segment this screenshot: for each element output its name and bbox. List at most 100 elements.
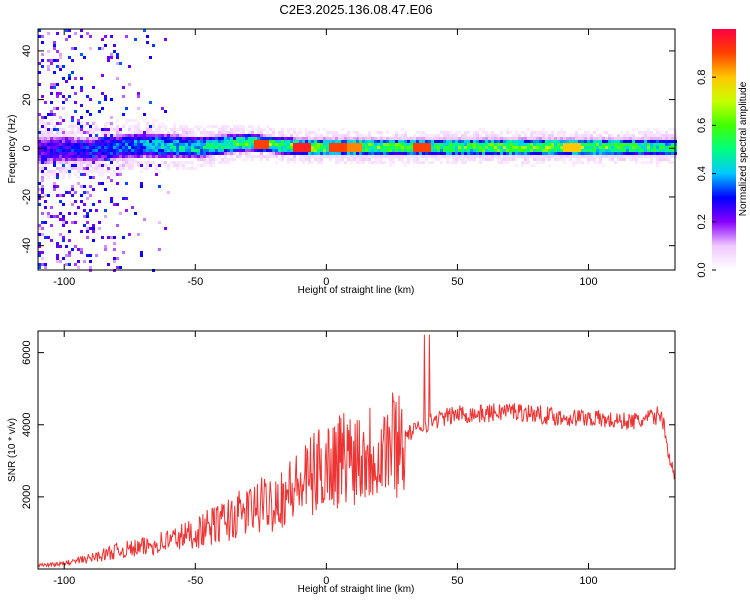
heat-cell [107,167,110,170]
heat-cell [110,200,113,203]
heat-cell [179,164,182,167]
heat-cell [251,128,254,131]
heat-cell [608,155,611,158]
heat-cell [239,143,242,146]
heat-cell [80,53,83,56]
heat-cell [182,152,185,155]
heat-cell [407,161,410,164]
heat-cell [605,152,608,155]
heat-cell [62,149,65,152]
heat-cell [323,143,326,146]
heat-cell [335,134,338,137]
heat-cell [644,137,647,140]
heat-cell [173,164,176,167]
heat-cell [650,146,653,149]
heat-cell [326,152,329,155]
heat-cell [422,146,425,149]
heat-cell [80,149,83,152]
heat-cell [326,146,329,149]
heat-cell [512,149,515,152]
heat-cell [194,155,197,158]
heat-cell [314,134,317,137]
heat-cell [308,155,311,158]
heat-cell [95,254,98,257]
heat-cell [53,152,56,155]
heat-cell [635,155,638,158]
heat-cell [86,161,89,164]
heat-cell [140,182,143,185]
heat-cell [122,158,125,161]
heat-cell [359,146,362,149]
heat-cell [122,149,125,152]
heat-cell [269,137,272,140]
heat-cell [305,152,308,155]
heat-cell [527,155,530,158]
heat-cell [578,134,581,137]
heat-cell [125,155,128,158]
heat-cell [392,143,395,146]
heat-cell [290,128,293,131]
heat-cell [314,131,317,134]
heat-cell [266,125,269,128]
heat-cell [218,155,221,158]
heat-cell [125,197,128,200]
heat-cell [599,134,602,137]
heat-cell [206,125,209,128]
heat-cell [68,170,71,173]
heat-cell [95,170,98,173]
heat-cell [401,143,404,146]
heat-cell [38,164,41,167]
heat-cell [38,227,41,230]
heat-cell [500,143,503,146]
heat-cell [572,164,575,167]
heat-cell [179,155,182,158]
heat-cell [230,152,233,155]
heat-cell [62,146,65,149]
heat-cell [161,122,164,125]
heat-cell [41,164,44,167]
heat-cell [164,38,167,41]
heat-cell [662,134,665,137]
heat-cell [176,167,179,170]
heat-cell [41,251,44,254]
heat-cell [86,173,89,176]
heat-cell [524,134,527,137]
heat-cell [272,137,275,140]
heat-cell [59,233,62,236]
heat-cell [356,146,359,149]
heat-cell [113,164,116,167]
heat-cell [665,131,668,134]
heat-cell [266,134,269,137]
heat-cell [188,131,191,134]
heat-cell [179,125,182,128]
heat-cell [386,152,389,155]
heat-cell [44,131,47,134]
heat-cell [497,140,500,143]
heat-cell [167,167,170,170]
heat-cell [146,128,149,131]
heat-cell [77,152,80,155]
heat-cell [539,161,542,164]
heat-cell [212,137,215,140]
heat-cell [584,152,587,155]
heat-cell [113,149,116,152]
heat-cell [89,152,92,155]
heat-cell [443,140,446,143]
heat-cell [458,155,461,158]
heat-cell [383,140,386,143]
heat-cell [110,236,113,239]
heat-cell [302,146,305,149]
heat-cell [314,143,317,146]
heat-cell [56,158,59,161]
heat-cell [506,158,509,161]
heat-cell [143,152,146,155]
heat-cell [59,218,62,221]
heat-cell [512,155,515,158]
heat-cell [587,131,590,134]
heat-cell [140,254,143,257]
heat-cell [560,158,563,161]
heat-cell [176,134,179,137]
heat-cell [113,134,116,137]
heat-cell [248,137,251,140]
